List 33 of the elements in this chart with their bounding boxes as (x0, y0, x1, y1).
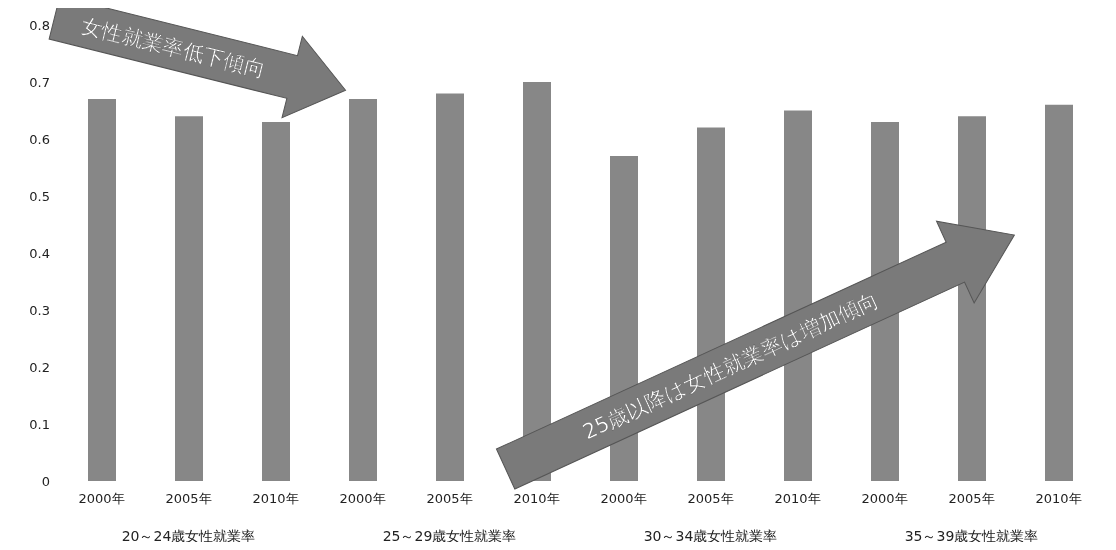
annotation: 女性就業率低下傾向 (78, 13, 268, 83)
x-tick-label: 2000年 (339, 491, 386, 506)
y-tick-label: 0.5 (29, 188, 50, 204)
text: 35～39歳女性就業率 (904, 528, 1039, 544)
x-tick-label: 2005年 (948, 491, 995, 506)
x-tick-label: 2010年 (513, 491, 560, 506)
x-tick-label: 2000年 (78, 491, 125, 506)
x-tick-label: 2000年 (600, 491, 647, 506)
bar (88, 99, 116, 481)
text: 25～29歳女性就業率 (382, 528, 517, 544)
y-tick-label: 0.1 (29, 416, 50, 432)
y-tick-label: 0.4 (29, 245, 50, 261)
bar (1045, 104, 1073, 481)
text: 30～34歳女性就業率 (643, 528, 778, 544)
x-tick-label: 2005年 (687, 491, 734, 506)
x-tick-label: 2000年 (861, 491, 908, 506)
y-tick-label: 0 (41, 473, 50, 489)
x-tick-label: 2010年 (1035, 491, 1082, 506)
y-tick-label: 0.2 (29, 359, 50, 375)
x-tick-label: 2010年 (774, 491, 821, 506)
x-tick-label: 2005年 (165, 491, 212, 506)
bar (436, 93, 464, 481)
y-tick-label: 0.7 (29, 74, 50, 90)
bar (175, 116, 203, 481)
x-tick-label: 2005年 (426, 491, 473, 506)
annotation: 25歳以降は女性就業率は増加傾向 (579, 287, 883, 445)
y-tick-label: 0.3 (29, 302, 50, 318)
y-tick-label: 0.6 (29, 131, 50, 147)
bar (349, 99, 377, 481)
text: 20～24歳女性就業率 (121, 528, 256, 544)
y-tick-label: 0.8 (29, 17, 50, 33)
bar (262, 121, 290, 481)
x-tick-label: 2010年 (252, 491, 299, 506)
